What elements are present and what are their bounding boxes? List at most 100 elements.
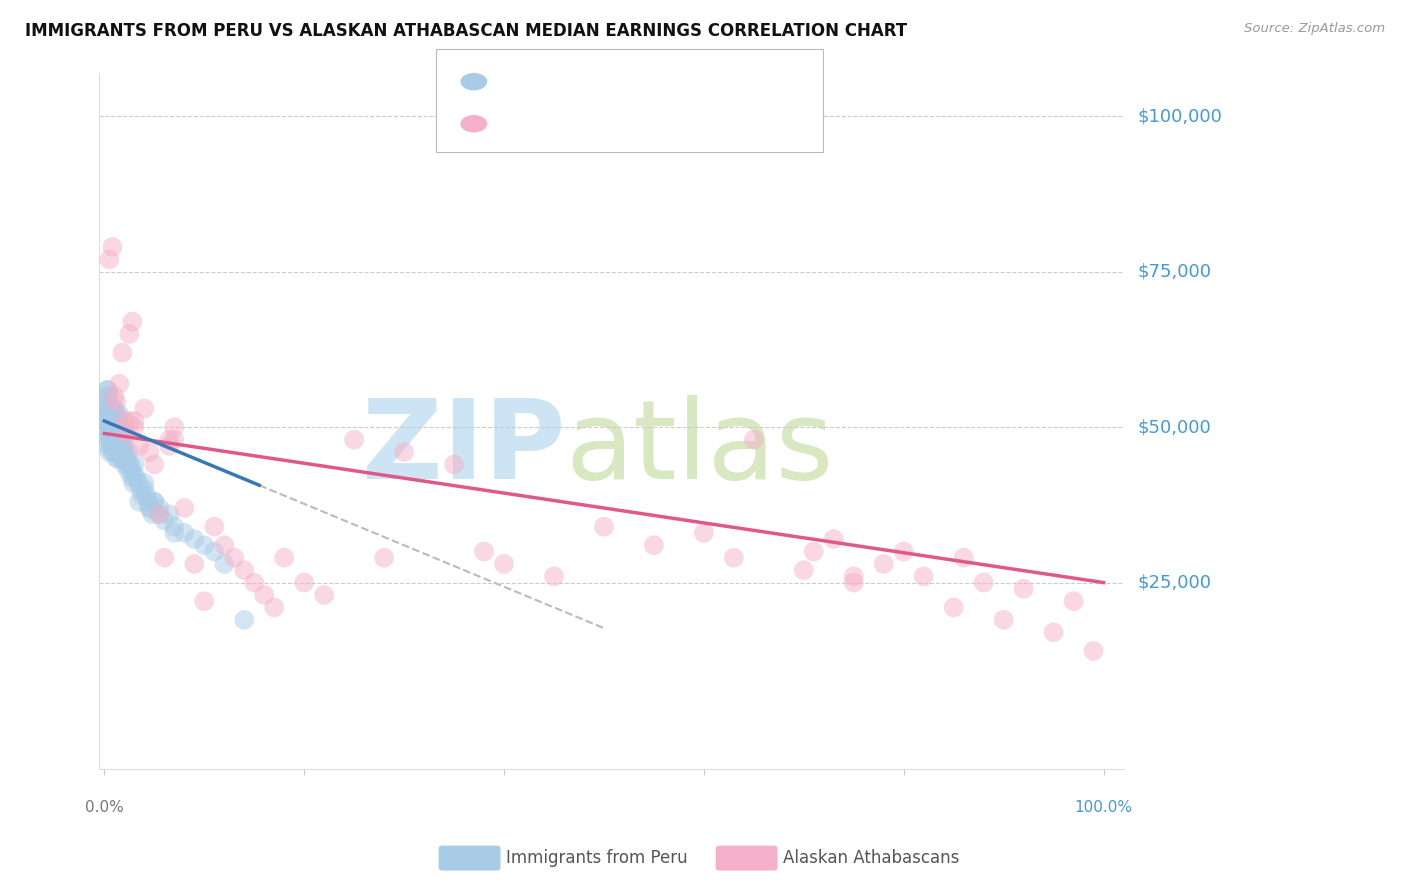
Point [1012,582,1035,596]
Point [98,426,121,441]
Point [125,470,148,484]
Point [96,383,118,397]
Point [105,426,128,441]
Point [110,445,132,459]
Point [104,408,127,422]
Text: ZIP: ZIP [361,395,565,502]
Point [114,445,136,459]
Point [96,395,118,409]
Point [314,588,336,602]
Point [105,420,128,434]
Point [373,550,395,565]
Point [443,458,465,472]
Point [97,401,120,416]
Point [392,445,415,459]
Point [224,550,246,565]
Text: $100,000: $100,000 [1137,107,1222,126]
Point [273,550,295,565]
Point [94,401,117,416]
Point [105,395,128,409]
Point [942,600,965,615]
Point [96,433,118,447]
Point [183,532,205,546]
Point [121,464,143,478]
Point [96,426,118,441]
Point [98,389,121,403]
Point [96,408,118,422]
Point [94,414,117,428]
Point [110,439,132,453]
Text: Immigrants from Peru: Immigrants from Peru [506,849,688,867]
Point [103,401,125,416]
Point [173,501,195,516]
Point [173,525,195,540]
Point [643,538,665,552]
Point [693,525,716,540]
Point [243,575,266,590]
Point [593,519,616,533]
Point [97,414,120,428]
Point [117,464,139,478]
Point [233,613,256,627]
Text: 0.0%: 0.0% [84,799,124,814]
Point [98,420,121,434]
Point [96,383,118,397]
Point [163,420,186,434]
Point [873,557,896,571]
Point [112,426,135,441]
Point [101,445,124,459]
Point [803,544,825,558]
Point [143,458,166,472]
Point [193,538,215,552]
Point [253,588,276,602]
Point [135,489,157,503]
Point [115,426,138,441]
Point [111,451,134,466]
Point [115,451,138,466]
Point [97,439,120,453]
Point [108,439,131,453]
Point [153,550,176,565]
Point [723,550,745,565]
Point [103,414,125,428]
Point [163,433,186,447]
Point [112,451,135,466]
Point [107,451,129,466]
Text: $50,000: $50,000 [1137,418,1211,436]
Point [823,532,845,546]
Point [343,433,366,447]
Point [128,495,150,509]
Point [143,495,166,509]
Text: N = 64: N = 64 [689,115,756,133]
Point [120,458,142,472]
Point [124,470,146,484]
Point [110,433,132,447]
Point [157,433,180,447]
Point [124,414,146,428]
Point [122,476,145,491]
Text: N = 101: N = 101 [689,72,769,91]
Point [101,420,124,434]
Point [1042,625,1064,640]
Point [107,433,129,447]
Point [138,501,160,516]
Point [263,600,285,615]
Point [118,445,141,459]
Point [973,575,995,590]
Text: 100.0%: 100.0% [1074,799,1132,814]
Point [148,507,170,521]
Text: R = -0.516: R = -0.516 [496,115,602,133]
Point [98,252,121,267]
Point [108,376,131,391]
Point [103,420,125,434]
Point [108,426,131,441]
Point [793,563,815,577]
Point [143,495,166,509]
Point [98,408,121,422]
Point [100,439,122,453]
Point [292,575,315,590]
Point [103,445,125,459]
Point [202,544,225,558]
Point [100,426,122,441]
Point [101,401,124,416]
